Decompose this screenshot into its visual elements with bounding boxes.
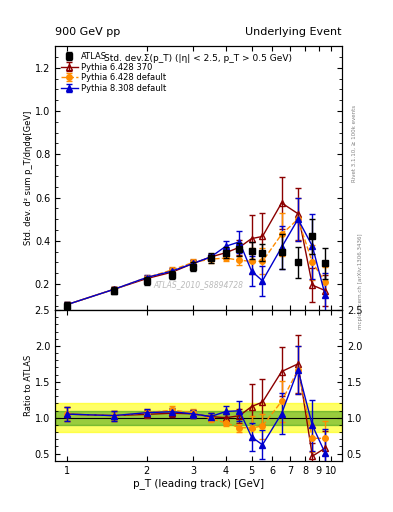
Text: Underlying Event: Underlying Event [245,27,342,37]
Text: mcplots.cern.ch [arXiv:1306.3436]: mcplots.cern.ch [arXiv:1306.3436] [358,234,363,329]
Y-axis label: Ratio to ATLAS: Ratio to ATLAS [24,355,33,416]
Text: 900 GeV pp: 900 GeV pp [55,27,120,37]
X-axis label: p_T (leading track) [GeV]: p_T (leading track) [GeV] [133,478,264,489]
Text: Rivet 3.1.10, ≥ 100k events: Rivet 3.1.10, ≥ 100k events [352,105,357,182]
Y-axis label: Std. dev. d² sum p_T/dηdφ[GeV]: Std. dev. d² sum p_T/dηdφ[GeV] [24,111,33,245]
Text: ATLAS_2010_S8894728: ATLAS_2010_S8894728 [153,280,244,289]
Text: Std. dev.Σ(p_T) (|η| < 2.5, p_T > 0.5 GeV): Std. dev.Σ(p_T) (|η| < 2.5, p_T > 0.5 Ge… [105,54,292,63]
Legend: ATLAS, Pythia 6.428 370, Pythia 6.428 default, Pythia 8.308 default: ATLAS, Pythia 6.428 370, Pythia 6.428 de… [59,50,168,95]
